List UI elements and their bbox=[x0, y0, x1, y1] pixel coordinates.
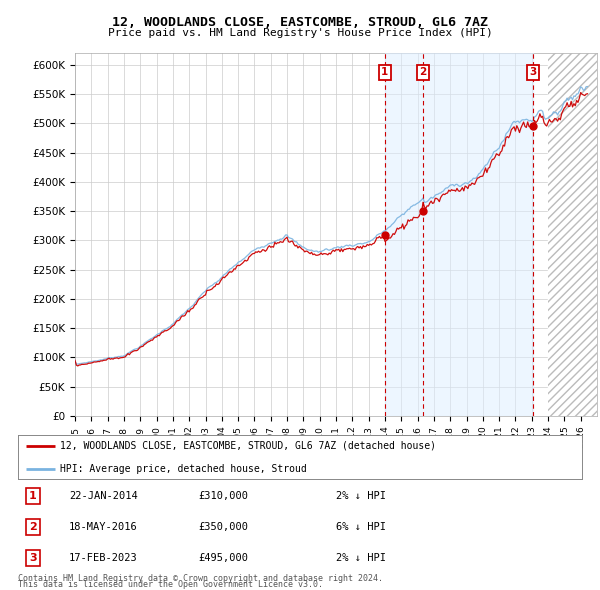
Bar bbox=[548, 53, 597, 416]
Text: 12, WOODLANDS CLOSE, EASTCOMBE, STROUD, GL6 7AZ (detached house): 12, WOODLANDS CLOSE, EASTCOMBE, STROUD, … bbox=[60, 441, 436, 451]
Text: HPI: Average price, detached house, Stroud: HPI: Average price, detached house, Stro… bbox=[60, 464, 307, 474]
Text: 18-MAY-2016: 18-MAY-2016 bbox=[69, 522, 138, 532]
Text: 1: 1 bbox=[382, 67, 389, 77]
Text: 3: 3 bbox=[29, 553, 37, 563]
Text: 2% ↓ HPI: 2% ↓ HPI bbox=[336, 491, 386, 501]
Text: 6% ↓ HPI: 6% ↓ HPI bbox=[336, 522, 386, 532]
Text: 17-FEB-2023: 17-FEB-2023 bbox=[69, 553, 138, 563]
Text: £350,000: £350,000 bbox=[198, 522, 248, 532]
Text: 2: 2 bbox=[29, 522, 37, 532]
Bar bbox=[385, 53, 533, 416]
Text: 2: 2 bbox=[419, 67, 427, 77]
Text: 12, WOODLANDS CLOSE, EASTCOMBE, STROUD, GL6 7AZ: 12, WOODLANDS CLOSE, EASTCOMBE, STROUD, … bbox=[112, 16, 488, 29]
Bar bbox=[548, 53, 597, 416]
Text: 22-JAN-2014: 22-JAN-2014 bbox=[69, 491, 138, 501]
Text: 3: 3 bbox=[529, 67, 537, 77]
Text: £310,000: £310,000 bbox=[198, 491, 248, 501]
Text: 2% ↓ HPI: 2% ↓ HPI bbox=[336, 553, 386, 563]
Text: 1: 1 bbox=[29, 491, 37, 501]
Text: This data is licensed under the Open Government Licence v3.0.: This data is licensed under the Open Gov… bbox=[18, 581, 323, 589]
Text: £495,000: £495,000 bbox=[198, 553, 248, 563]
Text: Contains HM Land Registry data © Crown copyright and database right 2024.: Contains HM Land Registry data © Crown c… bbox=[18, 574, 383, 583]
Text: Price paid vs. HM Land Registry's House Price Index (HPI): Price paid vs. HM Land Registry's House … bbox=[107, 28, 493, 38]
